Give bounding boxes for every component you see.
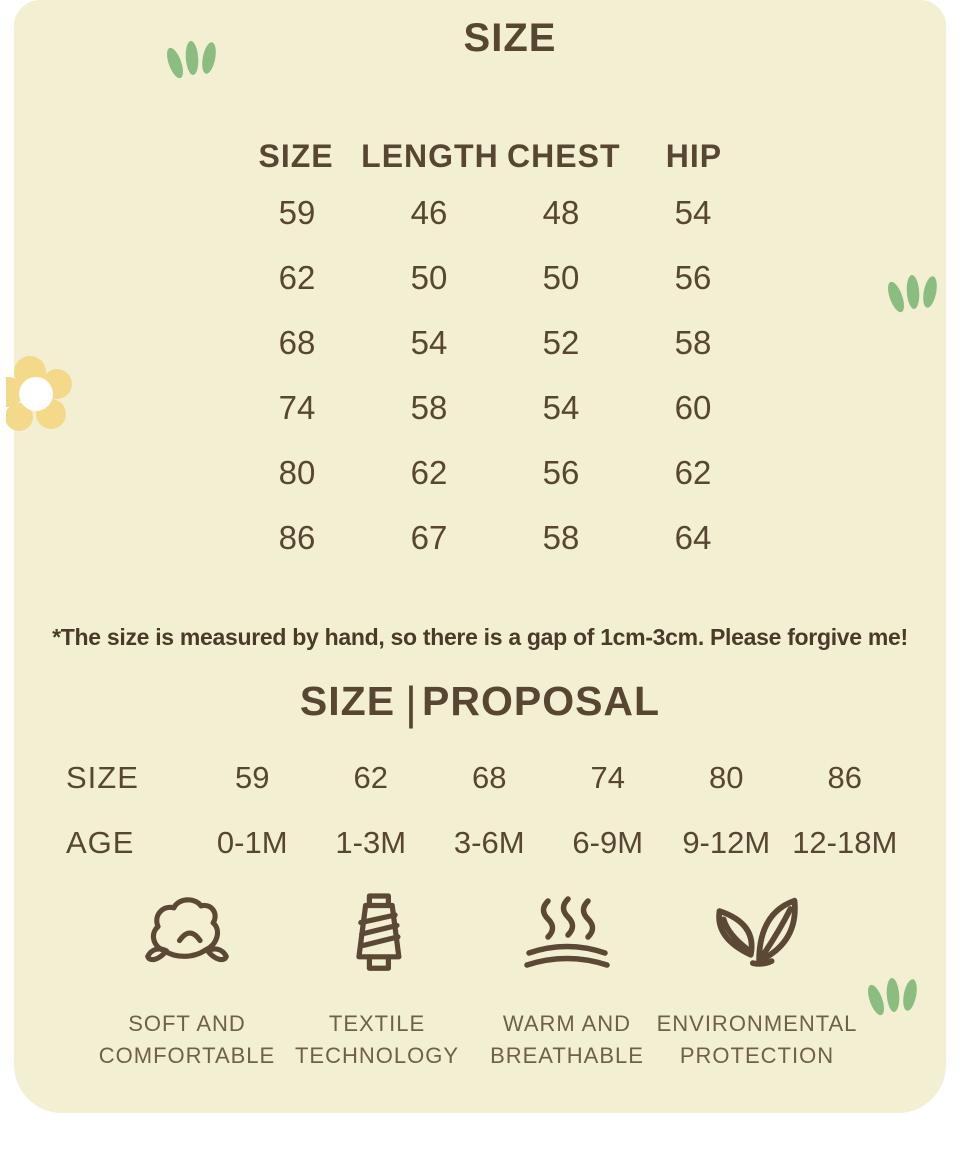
feature-label-line1: TEXTILE xyxy=(328,1011,426,1036)
leaves-icon xyxy=(716,897,798,967)
thread-spool-icon xyxy=(356,893,402,971)
feature-soft-comfortable: SOFT AND COMFORTABLE xyxy=(92,890,282,1072)
feature-warm-breathable: WARM AND BREATHABLE xyxy=(472,890,662,1072)
size-table-cell: 56 xyxy=(674,258,712,296)
size-table-cell: 67 xyxy=(410,518,448,556)
flower-icon xyxy=(6,356,72,431)
size-table-cell: 48 xyxy=(542,193,580,231)
feature-textile-technology: TEXTILE TECHNOLOGY xyxy=(282,890,472,1072)
feature-label-line2: BREATHABLE xyxy=(490,1043,644,1068)
proposal-heading-left: SIZE xyxy=(299,678,396,724)
proposal-table: SIZE 59 62 68 74 80 86 AGE 0-1M 1-3M 3-6M 6-9M 9-12M… xyxy=(58,745,904,875)
size-table-row: 74 58 54 60 xyxy=(231,375,759,440)
size-table-cell: 60 xyxy=(674,388,712,426)
size-table-cell: 64 xyxy=(674,518,712,556)
size-table-row: 68 54 52 58 xyxy=(231,310,759,375)
feature-label-line2: TECHNOLOGY xyxy=(294,1043,460,1068)
proposal-table-cell: 12-18M xyxy=(792,824,898,860)
size-table-cell: 74 xyxy=(278,388,316,426)
size-table-cell: 58 xyxy=(542,518,580,556)
proposal-table-cell: 86 xyxy=(827,759,862,795)
size-table-cell: 80 xyxy=(278,453,316,491)
feature-environmental-protection: ENVIRONMENTAL PROTECTION xyxy=(657,890,856,1072)
proposal-table-cell: 62 xyxy=(353,759,388,795)
size-table-cell: 50 xyxy=(410,258,448,296)
size-table-header-cell: SIZE xyxy=(258,137,334,174)
feature-label-line1: ENVIRONMENTAL xyxy=(656,1011,858,1036)
proposal-table-cell: 59 xyxy=(235,759,270,795)
size-table-row: 59 46 48 54 xyxy=(231,180,759,245)
size-table-cell: 52 xyxy=(542,323,580,361)
proposal-table-cell: 1-3M xyxy=(335,824,407,860)
size-table-cell: 59 xyxy=(278,193,316,231)
size-table-cell: 54 xyxy=(674,193,712,231)
proposal-table-cell: 74 xyxy=(590,759,625,795)
size-table-header-cell: CHEST xyxy=(507,137,621,174)
proposal-heading: SIZE |PROPOSAL xyxy=(0,676,960,730)
size-table-cell: 62 xyxy=(410,453,448,491)
feature-label-line1: WARM AND xyxy=(502,1011,632,1036)
proposal-table-cell: 80 xyxy=(709,759,744,795)
proposal-heading-right: PROPOSAL xyxy=(422,678,661,724)
size-table-cell: 68 xyxy=(278,323,316,361)
leaf-tuft-top-left-icon xyxy=(167,41,216,79)
proposal-table-cell: 0-1M xyxy=(216,824,288,860)
size-table-cell: 56 xyxy=(542,453,580,491)
feature-list: SOFT AND COMFORTABLE TEXTILE TECHNOLOGY xyxy=(92,890,856,1072)
feature-label-line2: PROTECTION xyxy=(679,1043,835,1068)
size-table-cell: 58 xyxy=(410,388,448,426)
size-table-header-cell: HIP xyxy=(665,137,723,174)
size-table-row: 62 50 50 56 xyxy=(231,245,759,310)
leaf-tuft-bottom-right-icon xyxy=(868,978,917,1016)
proposal-table-row: SIZE 59 62 68 74 80 86 xyxy=(58,745,904,810)
cotton-icon xyxy=(145,897,229,963)
size-table-cell: 58 xyxy=(674,323,712,361)
size-table-row: 80 62 56 62 xyxy=(231,440,759,505)
feature-label-line2: COMFORTABLE xyxy=(98,1043,276,1068)
measurement-disclaimer: *The size is measured by hand, so there … xyxy=(52,624,908,650)
proposal-table-cell: 3-6M xyxy=(453,824,525,860)
size-table-header: SIZE LENGTH CHEST HIP xyxy=(231,132,759,180)
proposal-table-cell: 68 xyxy=(472,759,507,795)
size-table-body: 59 46 48 54 62 50 50 56 68 54 52 58 74 58 54 60 80 62 56 62… xyxy=(231,180,759,570)
size-table-cell: 62 xyxy=(674,453,712,491)
proposal-table-cell: 6-9M xyxy=(572,824,644,860)
size-table-header-cell: LENGTH xyxy=(361,137,499,174)
size-table-cell: 50 xyxy=(542,258,580,296)
size-table-row: 86 67 58 64 xyxy=(231,505,759,570)
proposal-row-label: SIZE xyxy=(66,759,139,795)
size-table-cell: 54 xyxy=(542,388,580,426)
feature-label-line1: SOFT AND xyxy=(128,1011,246,1036)
steam-icon xyxy=(524,896,610,968)
size-table-cell: 86 xyxy=(278,518,316,556)
proposal-table-cell: 9-12M xyxy=(682,824,771,860)
proposal-row-label: AGE xyxy=(66,824,135,860)
size-table-cell: 62 xyxy=(278,258,316,296)
size-table-cell: 46 xyxy=(410,193,448,231)
page-title: SIZE xyxy=(463,16,557,60)
size-table: SIZE LENGTH CHEST HIP 59 46 48 54 62 50 50 56 68 54 5… xyxy=(231,132,759,570)
proposal-heading-divider: | xyxy=(405,677,418,729)
proposal-table-row: AGE 0-1M 1-3M 3-6M 6-9M 9-12M 12-18M xyxy=(58,810,904,875)
size-table-cell: 54 xyxy=(410,323,448,361)
leaf-tuft-right-icon xyxy=(888,275,937,313)
